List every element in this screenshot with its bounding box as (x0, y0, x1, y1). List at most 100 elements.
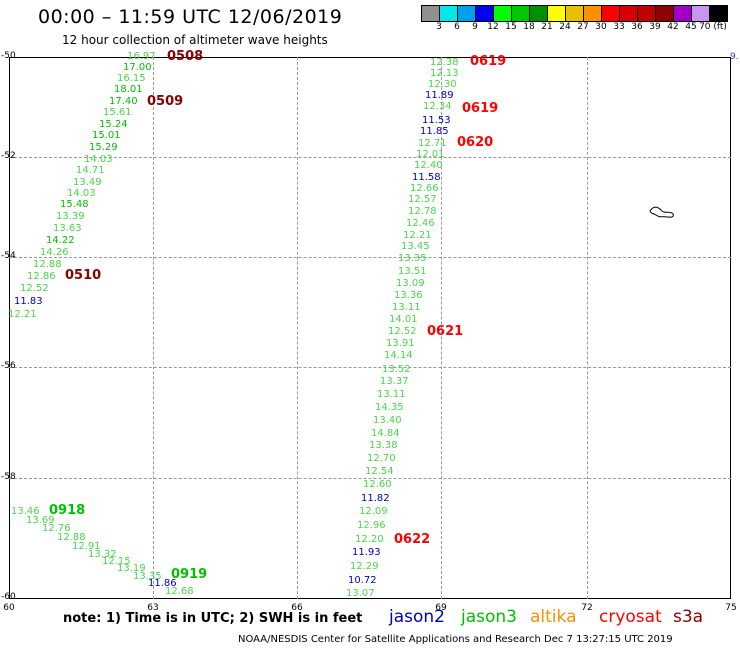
pass-time-label: 0622 (394, 532, 431, 547)
colorbar-label: 27 (577, 22, 589, 32)
longitude-label: 66 (291, 603, 303, 613)
wave-height-label: 12.21 (403, 230, 432, 241)
wave-height-label: 14.03 (84, 154, 113, 165)
wave-height-label: 13.32 (88, 549, 117, 560)
wave-height-label: 12.57 (408, 194, 437, 205)
colorbar-label: 6 (454, 22, 460, 32)
wave-height-label: 11.93 (352, 547, 381, 558)
pass-time-label: 0620 (457, 135, 494, 150)
wave-height-label: 13.07 (346, 588, 375, 599)
wave-height-label: 12.46 (406, 218, 435, 229)
wave-height-label: 13.09 (396, 278, 425, 289)
legend-jason2: jason2 (389, 607, 445, 627)
wave-height-label: 14.03 (67, 188, 96, 199)
colorbar-label: 15 (505, 22, 517, 32)
wave-height-label: 12.20 (355, 534, 384, 545)
wave-height-label: 13.52 (382, 364, 411, 375)
legend-cryosat: cryosat (599, 607, 662, 627)
wave-height-label: 13.91 (386, 338, 415, 349)
longitude-gridline (441, 57, 442, 599)
colorbar-label: 9 (472, 22, 478, 32)
wave-height-label: 11.89 (425, 90, 454, 101)
wave-height-label: 12.52 (388, 326, 417, 337)
colorbar-swatch (674, 6, 692, 21)
wave-height-label: 14.35 (375, 402, 404, 413)
latitude-gridline (9, 257, 731, 258)
wave-height-label: 12.21 (8, 309, 37, 320)
wave-height-label: 13.39 (56, 211, 85, 222)
colorbar-swatch (710, 6, 727, 21)
wave-height-label: 14.14 (384, 350, 413, 361)
wave-height-label: 12.76 (42, 523, 71, 534)
colorbar-swatch (548, 6, 566, 21)
longitude-label: 72 (581, 603, 593, 613)
wave-height-label: 12.91 (72, 541, 101, 552)
wave-height-label: 12.01 (416, 149, 445, 160)
pass-time-label: 0508 (167, 49, 204, 64)
wave-height-label: 12.96 (357, 520, 386, 531)
right-edge-label: 9. (730, 52, 739, 62)
pass-time-label: 0919 (171, 567, 208, 582)
latitude-gridline (9, 367, 731, 368)
colorbar-swatch (638, 6, 656, 21)
island-outline-icon (649, 206, 674, 218)
wave-height-label: 12.34 (423, 101, 452, 112)
wave-height-label: 15.29 (89, 142, 118, 153)
colorbar-label: 30 (595, 22, 607, 32)
wave-height-label: 12.13 (430, 68, 459, 79)
wave-height-label: 13.11 (392, 302, 421, 313)
wave-height-label: 12.29 (350, 561, 379, 572)
pass-time-label: 0621 (427, 324, 464, 339)
map-frame (9, 57, 731, 599)
latitude-label: -58 (1, 472, 16, 482)
wave-height-label: 14.22 (46, 235, 75, 246)
wave-height-label: 12.68 (165, 586, 194, 597)
colorbar-label: 3 (436, 22, 442, 32)
chart-subtitle: 12 hour collection of altimeter wave hei… (62, 33, 328, 47)
wave-height-label: 12.66 (410, 183, 439, 194)
wave-height-label: 13.46 (11, 506, 40, 517)
latitude-label: -56 (1, 361, 16, 371)
wave-height-label: 13.35 (133, 571, 162, 582)
wave-height-label: 12.52 (20, 283, 49, 294)
wave-height-label: 17.40 (109, 96, 138, 107)
longitude-gridline (587, 57, 588, 599)
legend-altika: altika (530, 607, 577, 627)
colorbar-label: 33 (613, 22, 625, 32)
latitude-label: -50 (1, 51, 16, 61)
latitude-gridline (9, 157, 731, 158)
colorbar-label: 36 (631, 22, 643, 32)
wave-height-label: 12.30 (428, 79, 457, 90)
wave-height-label: 13.11 (377, 389, 406, 400)
colorbar-swatch (530, 6, 548, 21)
wave-height-label: 13.36 (394, 290, 423, 301)
wave-height-label: 11.58 (412, 172, 441, 183)
wave-height-label: 12.09 (359, 506, 388, 517)
wave-height-label: 18.01 (114, 84, 143, 95)
colorbar-swatch (422, 6, 440, 21)
wave-height-label: 11.83 (14, 296, 43, 307)
wave-height-label: 13.69 (26, 515, 55, 526)
wave-height-label: 15.24 (99, 119, 128, 130)
wave-height-label: 12.86 (27, 271, 56, 282)
wave-height-label: 12.88 (33, 259, 62, 270)
wave-height-label: 12.38 (430, 57, 459, 68)
longitude-gridline (153, 57, 154, 599)
wave-height-label: 17.00 (123, 62, 152, 73)
colorbar-swatch (692, 6, 710, 21)
colorbar-label: 21 (541, 22, 553, 32)
longitude-label: 75 (725, 603, 737, 613)
wave-height-label: 12.78 (408, 206, 437, 217)
colorbar-label: 45 (685, 22, 697, 32)
chart-title: 00:00 – 11:59 UTC 12/06/2019 (38, 6, 343, 28)
wave-height-label: 11.82 (361, 493, 390, 504)
wave-height-label: 11.86 (148, 578, 177, 589)
wave-height-label: 16.15 (117, 73, 146, 84)
wave-height-colorbar (421, 5, 728, 22)
wave-height-label: 12.60 (363, 479, 392, 490)
pass-time-label: 0509 (147, 94, 184, 109)
wave-height-label: 13.38 (369, 440, 398, 451)
wave-height-label: 12.70 (367, 453, 396, 464)
colorbar-swatch (566, 6, 584, 21)
colorbar-swatch (620, 6, 638, 21)
